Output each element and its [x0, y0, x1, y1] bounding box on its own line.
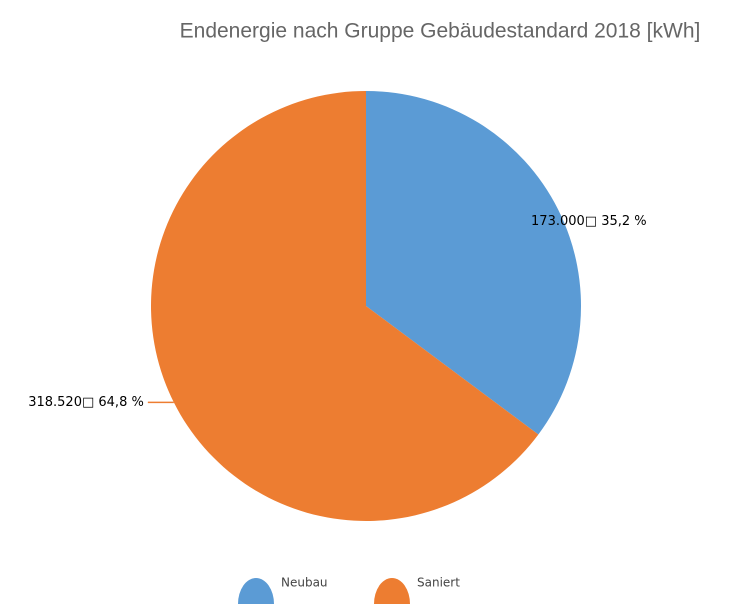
pie-slice	[151, 91, 539, 521]
legend-label: Saniert	[417, 576, 460, 590]
data-label: 318.520□ 64,8 %	[28, 395, 144, 410]
legend-swatch	[374, 578, 410, 604]
pie-slice	[366, 91, 582, 435]
chart-title: Endenergie nach Gruppe Gebäudestandard 2…	[180, 20, 701, 43]
legend-swatch	[238, 578, 274, 604]
data-label: 173.000□ 35,2 %	[531, 214, 647, 229]
legend-label: Neubau	[281, 576, 328, 590]
